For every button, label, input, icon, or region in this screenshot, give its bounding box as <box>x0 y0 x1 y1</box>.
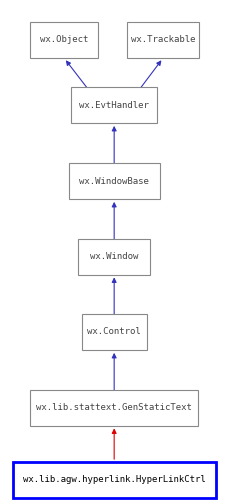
FancyBboxPatch shape <box>78 238 150 274</box>
FancyBboxPatch shape <box>82 314 147 350</box>
Text: wx.lib.stattext.GenStaticText: wx.lib.stattext.GenStaticText <box>36 403 192 412</box>
FancyBboxPatch shape <box>71 87 157 123</box>
Text: wx.lib.agw.hyperlink.HyperLinkCtrl: wx.lib.agw.hyperlink.HyperLinkCtrl <box>23 476 206 484</box>
FancyBboxPatch shape <box>13 462 216 498</box>
FancyBboxPatch shape <box>69 163 160 199</box>
FancyBboxPatch shape <box>30 390 198 426</box>
Text: wx.Object: wx.Object <box>40 36 88 44</box>
Text: wx.WindowBase: wx.WindowBase <box>79 176 149 186</box>
FancyBboxPatch shape <box>30 22 98 58</box>
Text: wx.Trackable: wx.Trackable <box>131 36 195 44</box>
Text: wx.Control: wx.Control <box>87 328 141 336</box>
Text: wx.EvtHandler: wx.EvtHandler <box>79 100 149 110</box>
Text: wx.Window: wx.Window <box>90 252 138 261</box>
FancyBboxPatch shape <box>127 22 199 58</box>
